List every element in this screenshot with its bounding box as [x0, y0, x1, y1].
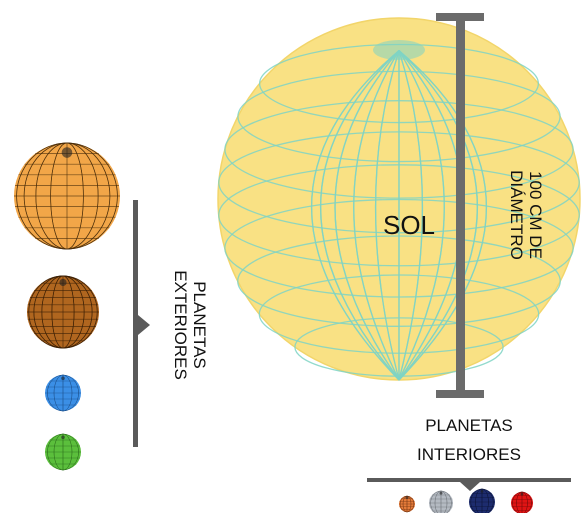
- mars-icon: [511, 491, 533, 513]
- sun-parallel: [237, 70, 561, 163]
- sun-meridian: [311, 50, 400, 381]
- outer-label-line1: PLANETAS: [190, 281, 209, 369]
- planet-pole: [405, 495, 409, 499]
- sun-parallel: [224, 198, 574, 298]
- outer-planets-label: PLANETAS EXTERIORES: [171, 270, 209, 380]
- planet-disc: [511, 492, 533, 513]
- outer-planets: [14, 142, 120, 471]
- venus-icon: [429, 490, 453, 513]
- planet-disc: [429, 491, 453, 513]
- planet-grid: [45, 433, 81, 471]
- planet-pole: [480, 489, 484, 493]
- sun-meridian: [398, 50, 478, 381]
- sun-meridian: [334, 50, 400, 381]
- sun-pole-highlight: [373, 40, 425, 60]
- earth-icon: [469, 488, 495, 513]
- diameter-label-line1: 100 CM DE: [526, 171, 545, 259]
- sun-label: SOL: [383, 210, 435, 240]
- planet-grid: [469, 488, 495, 513]
- sun-diameter-bar: [436, 13, 484, 398]
- planet-grid: [14, 142, 120, 250]
- planet-grid: [429, 490, 453, 513]
- sun-meridian: [398, 50, 424, 381]
- planet-pole: [59, 278, 67, 287]
- sun-parallel: [218, 164, 580, 267]
- sun-meridian: [374, 50, 400, 381]
- outer-label-line2: EXTERIORES: [171, 270, 190, 380]
- inner-bracket-pointer: [460, 482, 480, 491]
- sun-parallel: [224, 100, 574, 199]
- planet-disc: [469, 489, 495, 513]
- diameter-bar-bottom-cap: [436, 390, 484, 398]
- saturn-icon: [27, 275, 99, 349]
- diameter-bar-stem: [456, 17, 465, 394]
- planet-pole: [520, 492, 524, 496]
- diameter-label-line2: DIÁMETRO: [507, 170, 526, 260]
- outer-bracket-line: [133, 200, 138, 447]
- planet-pole: [61, 147, 73, 158]
- sun-meridian: [398, 50, 487, 381]
- planet-grid: [45, 374, 81, 412]
- diameter-label: 100 CM DE DIÁMETRO: [507, 170, 545, 260]
- jupiter-icon: [14, 142, 120, 250]
- inner-label-line1: PLANETAS: [425, 416, 513, 435]
- sun-parallel: [218, 131, 580, 234]
- sun-grid-lines: [218, 43, 580, 381]
- inner-planets: [399, 488, 533, 513]
- sun-meridian: [398, 50, 445, 381]
- planet-pole: [61, 435, 65, 440]
- inner-label-line2: INTERIORES: [417, 445, 521, 464]
- neptune-icon: [45, 433, 81, 471]
- planet-grid: [511, 491, 533, 513]
- uranus-icon: [45, 374, 81, 412]
- planet-pole: [439, 491, 443, 495]
- inner-bracket-line: [367, 478, 571, 482]
- sun-parallel: [258, 274, 540, 354]
- sun: SOL: [217, 17, 581, 381]
- inner-planets-bracket: [367, 478, 571, 491]
- mercury-icon: [399, 495, 415, 513]
- outer-bracket-pointer: [138, 315, 150, 335]
- sun-parallel: [294, 317, 504, 377]
- sun-meridian: [353, 50, 400, 381]
- planet-pole: [61, 376, 65, 381]
- sun-meridian: [320, 50, 400, 381]
- sun-parallel: [237, 235, 561, 327]
- outer-planets-bracket: [133, 200, 150, 447]
